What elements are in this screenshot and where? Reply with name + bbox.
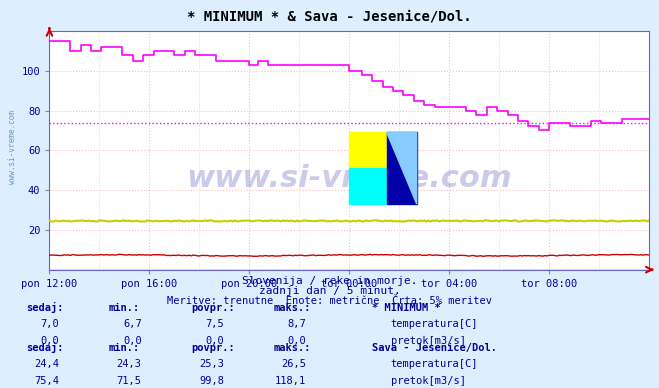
Text: sedaj:: sedaj: <box>26 342 64 353</box>
Bar <box>349 132 387 168</box>
Text: sedaj:: sedaj: <box>26 302 64 313</box>
Text: Sava - Jesenice/Dol.: Sava - Jesenice/Dol. <box>372 343 498 353</box>
Text: temperatura[C]: temperatura[C] <box>391 359 478 369</box>
Text: povpr.:: povpr.: <box>191 343 235 353</box>
Text: 7,0: 7,0 <box>41 319 59 329</box>
Bar <box>387 132 416 204</box>
Polygon shape <box>387 132 416 204</box>
Text: 25,3: 25,3 <box>199 359 224 369</box>
Text: temperatura[C]: temperatura[C] <box>391 319 478 329</box>
Text: 0,0: 0,0 <box>123 336 142 346</box>
Text: maks.:: maks.: <box>273 303 311 313</box>
Text: 71,5: 71,5 <box>117 376 142 386</box>
Text: 26,5: 26,5 <box>281 359 306 369</box>
Text: maks.:: maks.: <box>273 343 311 353</box>
Text: 75,4: 75,4 <box>34 376 59 386</box>
Text: 99,8: 99,8 <box>199 376 224 386</box>
Text: 24,4: 24,4 <box>34 359 59 369</box>
Text: min.:: min.: <box>109 303 140 313</box>
Text: www.si-vreme.com: www.si-vreme.com <box>186 165 512 194</box>
Text: * MINIMUM * & Sava - Jesenice/Dol.: * MINIMUM * & Sava - Jesenice/Dol. <box>187 10 472 24</box>
Text: pretok[m3/s]: pretok[m3/s] <box>391 376 466 386</box>
Text: 7,5: 7,5 <box>206 319 224 329</box>
Text: * MINIMUM *: * MINIMUM * <box>372 303 441 313</box>
Bar <box>349 168 387 204</box>
Text: 118,1: 118,1 <box>275 376 306 386</box>
Text: pretok[m3/s]: pretok[m3/s] <box>391 336 466 346</box>
Text: 6,7: 6,7 <box>123 319 142 329</box>
Text: 24,3: 24,3 <box>117 359 142 369</box>
Text: 0,0: 0,0 <box>206 336 224 346</box>
Text: 8,7: 8,7 <box>288 319 306 329</box>
Text: min.:: min.: <box>109 343 140 353</box>
Text: Meritve: trenutne  Enote: metrične  Črta: 5% meritev: Meritve: trenutne Enote: metrične Črta: … <box>167 296 492 306</box>
Text: povpr.:: povpr.: <box>191 303 235 313</box>
Text: 0,0: 0,0 <box>41 336 59 346</box>
Text: 0,0: 0,0 <box>288 336 306 346</box>
Text: www.si-vreme.com: www.si-vreme.com <box>8 111 17 184</box>
Text: zadnji dan / 5 minut.: zadnji dan / 5 minut. <box>258 286 401 296</box>
Text: Slovenija / reke in morje.: Slovenija / reke in morje. <box>242 276 417 286</box>
